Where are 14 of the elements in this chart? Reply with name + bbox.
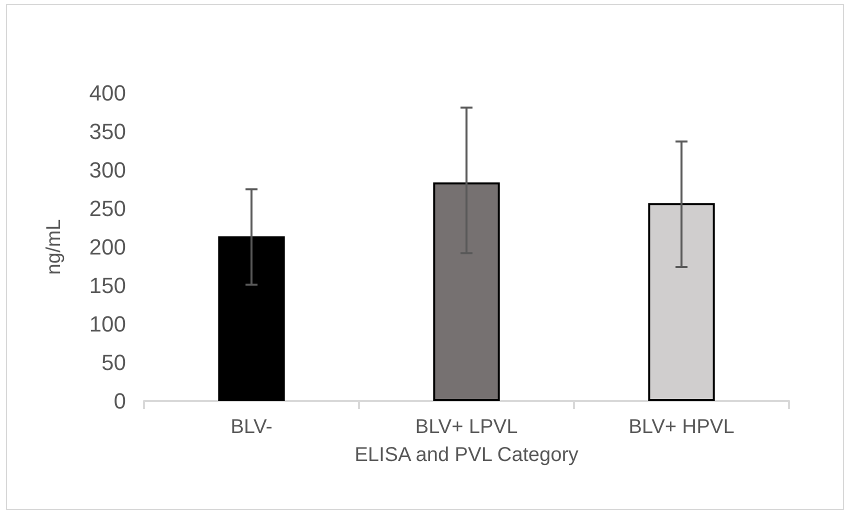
x-tick-label: BLV- xyxy=(230,416,272,438)
y-tick-label: 400 xyxy=(89,80,126,106)
x-axis-title: ELISA and PVL Category xyxy=(354,444,578,466)
y-tick-label: 100 xyxy=(89,312,126,336)
y-tick-label: 300 xyxy=(89,158,126,182)
y-axis-title: ng/mL xyxy=(43,219,65,275)
x-tick-label: BLV+ HPVL xyxy=(628,416,734,438)
y-tick-label: 200 xyxy=(89,234,126,260)
y-tick-label: 150 xyxy=(89,273,126,298)
y-tick-label: 0 xyxy=(114,388,126,414)
x-tick-label: BLV+ LPVL xyxy=(415,416,518,438)
y-tick-label: 50 xyxy=(102,350,126,375)
y-tick-label: 250 xyxy=(89,196,126,221)
y-tick-label: 350 xyxy=(89,119,126,144)
